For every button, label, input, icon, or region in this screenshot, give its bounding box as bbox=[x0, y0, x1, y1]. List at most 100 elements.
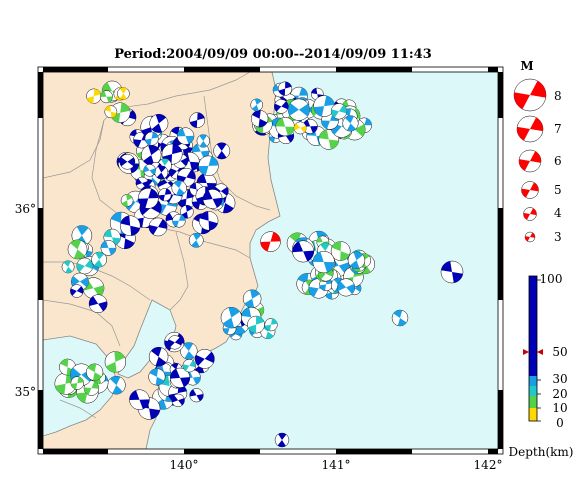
x-tick-label-140: 140° bbox=[170, 458, 199, 472]
earthquake-markers bbox=[54, 80, 464, 448]
magnitude-legend: M 8 7 6 5 4 3 bbox=[513, 59, 562, 244]
map-frame bbox=[37, 66, 504, 455]
frame-bar-left bbox=[38, 118, 43, 208]
frame-bar-top bbox=[108, 67, 184, 72]
mechanism-marker bbox=[148, 217, 168, 237]
mechanism-marker bbox=[176, 127, 195, 145]
magnitude-legend-symbol-4 bbox=[523, 207, 537, 221]
frame-bar-bottom bbox=[260, 449, 336, 454]
x-tick-label-141: 141° bbox=[322, 458, 351, 472]
mechanism-marker bbox=[391, 309, 409, 327]
mechanism-marker bbox=[70, 284, 84, 298]
frame-bar-right bbox=[498, 118, 503, 208]
mechanism-marker bbox=[274, 99, 289, 114]
magnitude-label-6: 6 bbox=[554, 154, 562, 168]
mechanism-marker bbox=[86, 88, 102, 104]
frame-bar-bottom bbox=[488, 449, 498, 454]
frame-bar-right bbox=[498, 72, 503, 118]
x-tick-label-142: 142° bbox=[474, 458, 503, 472]
tokyo-bay bbox=[117, 299, 177, 379]
mechanism-marker bbox=[148, 368, 166, 386]
mechanism-marker bbox=[213, 142, 231, 160]
mechanism-marker bbox=[167, 335, 183, 350]
mechanism-marker bbox=[337, 278, 356, 297]
depth-label-10: 10 bbox=[552, 401, 567, 415]
depth-band-10-20 bbox=[529, 396, 537, 408]
depth-band-0-10 bbox=[529, 408, 537, 421]
chart-title: Period:2004/09/09 00:00--2014/09/09 11:4… bbox=[114, 47, 432, 62]
mechanism-marker bbox=[182, 358, 196, 373]
mechanism-marker bbox=[292, 240, 315, 263]
mechanism-marker bbox=[251, 110, 269, 128]
mechanism-marker bbox=[104, 105, 118, 119]
mechanism-marker bbox=[169, 367, 191, 388]
magnitude-label-7: 7 bbox=[554, 122, 562, 136]
magnitude-label-5: 5 bbox=[554, 183, 562, 197]
mechanism-marker bbox=[117, 87, 130, 100]
depth-label-0: 0 bbox=[556, 416, 564, 430]
mechanism-marker bbox=[83, 380, 100, 396]
mechanism-marker bbox=[275, 117, 295, 137]
depth-band-50-100 bbox=[529, 276, 537, 376]
frame-bar-bottom bbox=[336, 449, 412, 454]
mechanism-marker bbox=[137, 188, 159, 209]
mechanism-marker bbox=[198, 211, 219, 231]
mechanism-marker bbox=[302, 118, 318, 134]
depth-label-100: 100 bbox=[540, 272, 563, 286]
mechanism-marker bbox=[100, 240, 117, 256]
frame-bar-top bbox=[488, 67, 498, 72]
mechanism-marker bbox=[171, 180, 187, 196]
depth-colorbar: 100 50 30 20 10 0 Depth(km) bbox=[509, 272, 574, 459]
mechanism-marker bbox=[120, 194, 134, 207]
mechanism-marker bbox=[274, 432, 290, 448]
mechanism-marker bbox=[61, 260, 75, 274]
frame-bar-top bbox=[43, 67, 108, 72]
frame-bar-left bbox=[38, 72, 43, 118]
magnitude-legend-symbol-5 bbox=[521, 181, 539, 199]
highlighted-mechanism-marker bbox=[260, 231, 281, 252]
mechanism-marker bbox=[440, 260, 464, 284]
mechanism-marker bbox=[189, 112, 206, 128]
mechanism-marker bbox=[180, 342, 198, 360]
mechanism-marker bbox=[313, 95, 335, 117]
mechanism-marker bbox=[312, 250, 335, 274]
frame-outline bbox=[37, 66, 504, 455]
mechanism-marker bbox=[220, 306, 242, 329]
magnitude-legend-title: M bbox=[520, 59, 533, 73]
frame-bar-top bbox=[412, 67, 488, 72]
mechanism-marker bbox=[293, 121, 307, 135]
map-panel bbox=[37, 66, 504, 455]
frame-bar-right bbox=[498, 300, 503, 390]
magnitude-label-3: 3 bbox=[554, 230, 562, 244]
mechanism-marker bbox=[188, 232, 204, 248]
depth-label-30: 30 bbox=[552, 372, 567, 386]
mechanism-marker bbox=[242, 289, 262, 309]
mechanism-marker bbox=[172, 214, 186, 228]
mechanism-marker bbox=[144, 131, 159, 146]
magnitude-legend-symbol-3 bbox=[524, 231, 536, 243]
mechanism-marker bbox=[158, 188, 172, 202]
frame-bar-bottom bbox=[108, 449, 184, 454]
mechanism-marker bbox=[104, 351, 127, 373]
magnitude-legend-symbol-7 bbox=[516, 115, 544, 143]
mechanism-marker bbox=[171, 393, 185, 407]
mechanism-marker bbox=[250, 98, 264, 112]
mechanism-marker bbox=[189, 388, 204, 403]
frame-bar-left bbox=[38, 390, 43, 449]
mechanism-marker bbox=[86, 363, 104, 381]
depth-band-20-30 bbox=[529, 386, 537, 396]
frame-bar-left bbox=[38, 208, 43, 300]
mechanism-marker bbox=[264, 318, 278, 332]
mechanism-marker bbox=[287, 98, 310, 121]
y-axis-labels: 35° 36° bbox=[15, 202, 36, 399]
depth-band-30-50 bbox=[529, 376, 537, 386]
mechanism-marker bbox=[154, 165, 169, 180]
frame-bar-top bbox=[260, 67, 336, 72]
mechanism-marker bbox=[277, 81, 293, 96]
y-tick-label-36: 36° bbox=[15, 202, 36, 216]
mechanism-marker bbox=[148, 346, 169, 367]
mechanism-marker bbox=[149, 113, 169, 133]
magnitude-label-8: 8 bbox=[554, 89, 562, 103]
mechanism-marker bbox=[198, 155, 219, 177]
